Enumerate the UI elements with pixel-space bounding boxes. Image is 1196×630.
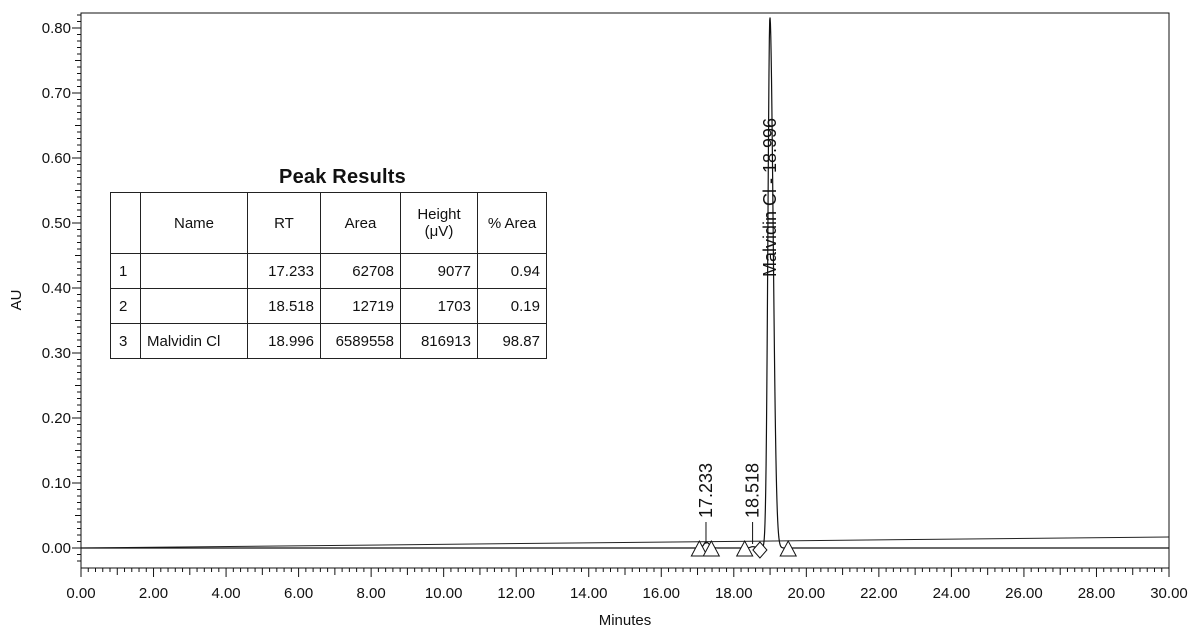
table-row: 2 18.518 12719 1703 0.19 [110, 288, 547, 324]
cell-name [140, 253, 248, 289]
cell-pct-area: 98.87 [477, 323, 547, 359]
header-height-line1: Height [417, 206, 461, 223]
y-axis: 0.00 0.10 0.20 0.30 0.40 0.50 0.60 0.70 0.80 [42, 14, 81, 562]
cell-pct-area: 0.94 [477, 253, 547, 289]
y-tick-label: 0.70 [42, 85, 71, 102]
peak-label: 17.233 [696, 463, 716, 518]
cell-rt: 18.996 [247, 323, 321, 359]
x-tick-label: 26.00 [1005, 585, 1043, 602]
peak-labels: 17.233 18.518 Malvidin Cl - 18.996 [696, 118, 780, 544]
x-tick-label: 10.00 [425, 585, 463, 602]
cell-pct-area: 0.19 [477, 288, 547, 324]
triangle-marker [690, 539, 709, 557]
cell-index: 1 [110, 253, 141, 289]
cell-area: 6589558 [320, 323, 401, 359]
peak-label: 18.518 [743, 463, 763, 518]
header-height-line2: (μV) [424, 223, 454, 240]
peak-label: Malvidin Cl - 18.996 [760, 118, 780, 277]
table-row: 3 Malvidin Cl 18.996 6589558 816913 98.8… [110, 323, 547, 359]
diamond-marker [752, 541, 768, 559]
triangle-marker [779, 539, 798, 557]
cell-area: 12719 [320, 288, 401, 324]
x-tick-label: 2.00 [139, 585, 168, 602]
cell-area: 62708 [320, 253, 401, 289]
y-tick-label: 0.30 [42, 345, 71, 362]
y-tick-label: 0.50 [42, 215, 71, 232]
x-tick-label: 12.00 [497, 585, 535, 602]
cell-height: 1703 [400, 288, 478, 324]
baseline-layer [80, 536, 1170, 549]
y-tick-label: 0.40 [42, 280, 71, 297]
table-header-row: Name RT Area Height (μV) % Area [110, 192, 547, 254]
x-tick-label: 30.00 [1150, 585, 1188, 602]
x-tick-label: 4.00 [211, 585, 240, 602]
x-tick-label: 16.00 [642, 585, 680, 602]
x-tick-label: 28.00 [1078, 585, 1116, 602]
header-height: Height (μV) [400, 192, 478, 254]
table-row: 1 17.233 62708 9077 0.94 [110, 253, 547, 289]
cell-height: 816913 [400, 323, 478, 359]
peak-results-table: Name RT Area Height (μV) % Area 1 17.233… [110, 192, 547, 359]
x-axis: 0.00 2.00 4.00 6.00 8.00 10.00 12.00 14.00 16.00… [66, 568, 1188, 602]
cell-rt: 18.518 [247, 288, 321, 324]
x-tick-label: 14.00 [570, 585, 608, 602]
integration-marks [690, 539, 798, 559]
x-tick-label: 6.00 [284, 585, 313, 602]
peak-results-panel: Peak Results Name RT Area Height (μV) % … [110, 166, 547, 359]
header-rt: RT [247, 192, 321, 254]
cell-rt: 17.233 [247, 253, 321, 289]
triangle-marker [702, 539, 721, 557]
y-axis-title: AU [8, 290, 25, 311]
y-tick-label: 0.80 [42, 20, 71, 37]
x-tick-label: 0.00 [66, 585, 95, 602]
cell-name [140, 288, 248, 324]
chromatogram-trace [81, 17, 1169, 549]
cell-height: 9077 [400, 253, 478, 289]
y-tick-label: 0.60 [42, 150, 71, 167]
y-tick-label: 0.00 [42, 540, 71, 557]
peak-results-title: Peak Results [279, 166, 406, 188]
header-area: Area [320, 192, 401, 254]
cell-index: 2 [110, 288, 141, 324]
baseline-line [80, 536, 1170, 549]
triangle-marker [735, 539, 754, 557]
x-tick-label: 8.00 [357, 585, 386, 602]
trace-layer [81, 17, 1169, 549]
y-tick-label: 0.10 [42, 475, 71, 492]
x-tick-label: 24.00 [933, 585, 971, 602]
y-tick-label: 0.20 [42, 410, 71, 427]
x-tick-label: 22.00 [860, 585, 898, 602]
header-name: Name [140, 192, 248, 254]
cell-name: Malvidin Cl [140, 323, 248, 359]
header-index [110, 192, 141, 254]
x-axis-title: Minutes [599, 612, 652, 629]
header-pct-area: % Area [477, 192, 547, 254]
x-tick-label: 18.00 [715, 585, 753, 602]
x-tick-label: 20.00 [788, 585, 826, 602]
cell-index: 3 [110, 323, 141, 359]
